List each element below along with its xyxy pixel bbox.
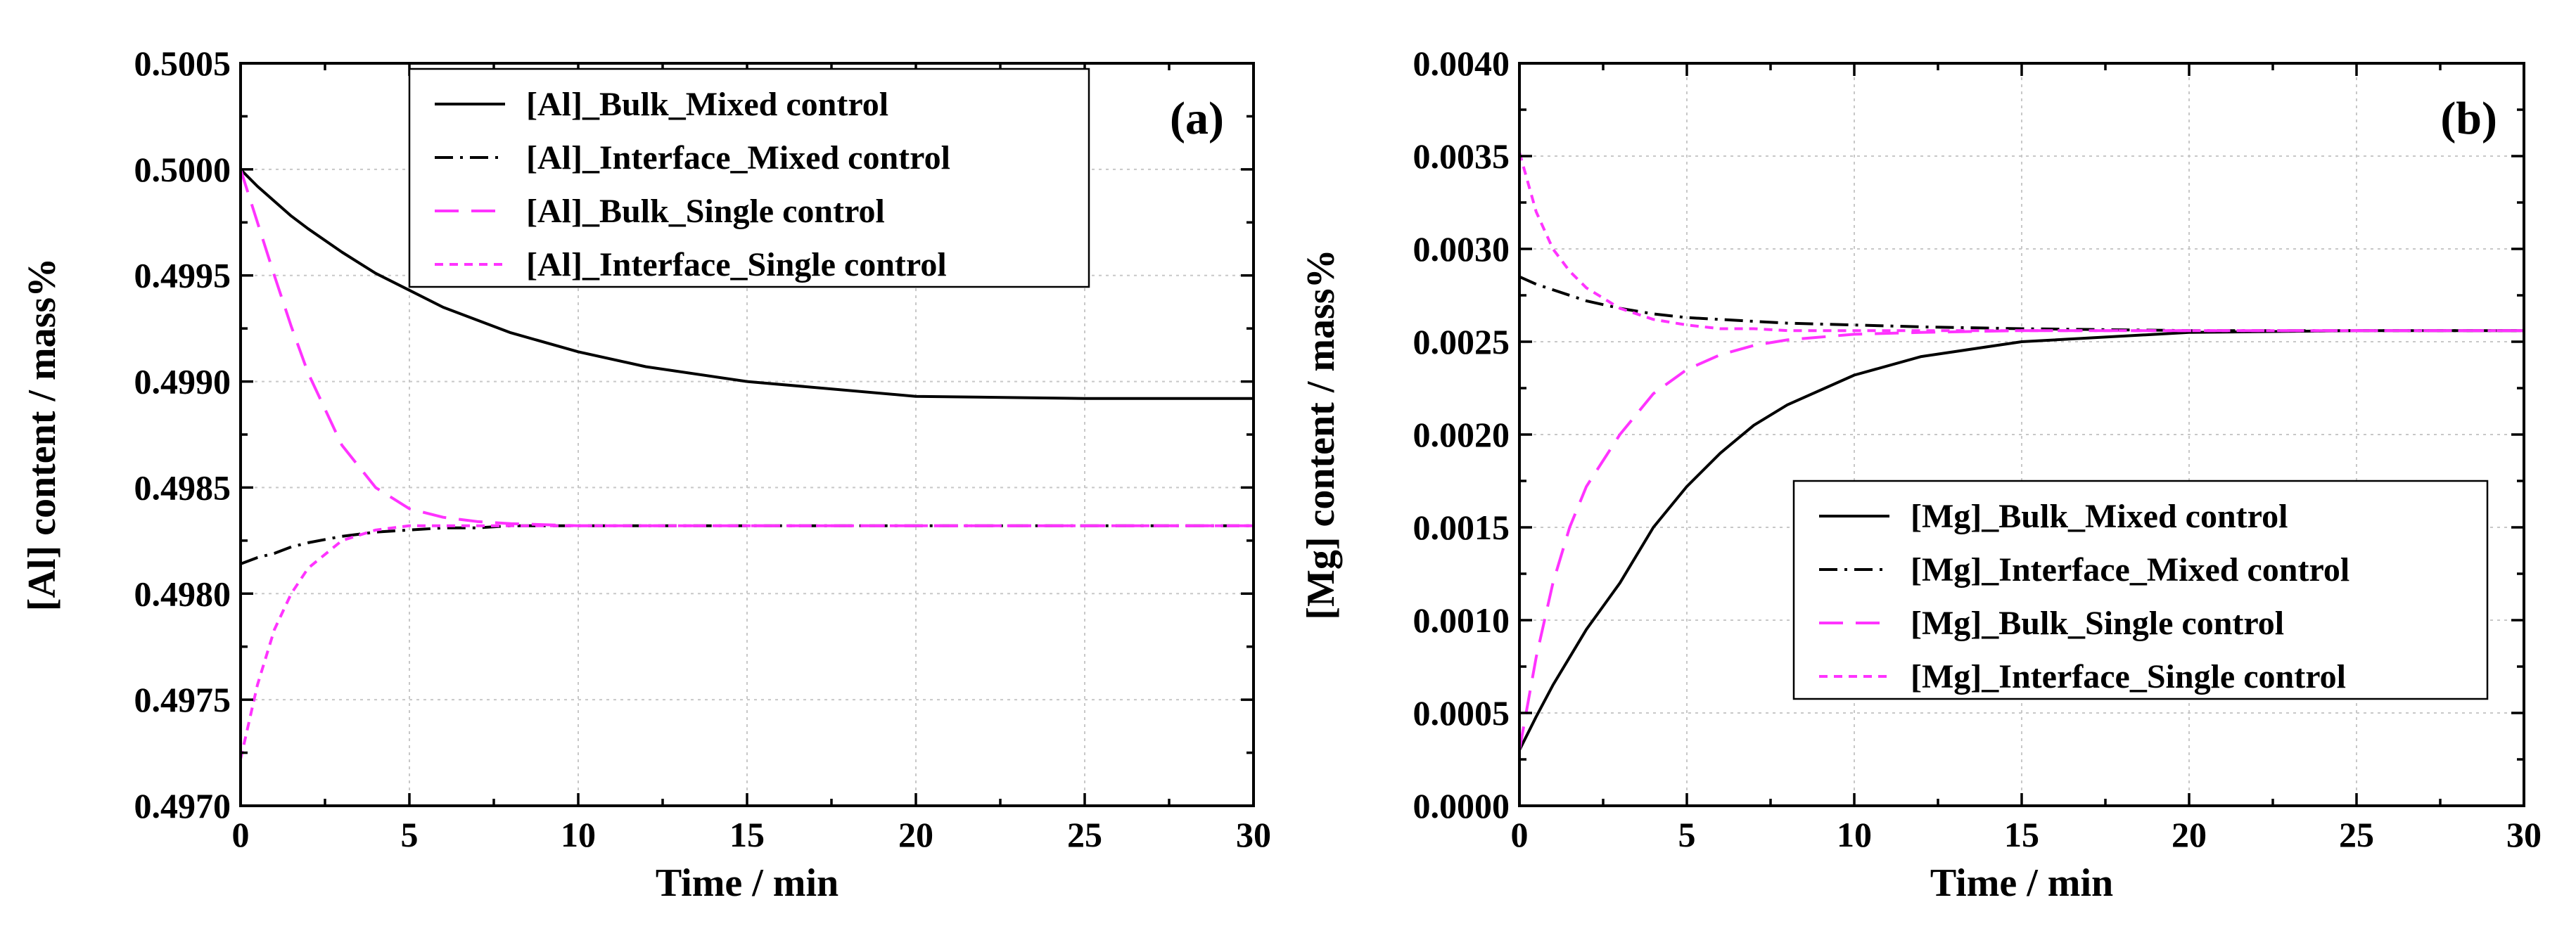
y-tick-label: 0.0030 bbox=[1413, 229, 1510, 269]
y-tick-label: 0.5005 bbox=[134, 44, 231, 83]
x-tick-label: 25 bbox=[2339, 815, 2374, 854]
series-group bbox=[1519, 152, 2524, 751]
y-tick-label: 0.0015 bbox=[1413, 508, 1510, 547]
legend-box bbox=[1792, 480, 2489, 700]
series-line-4 bbox=[1519, 152, 2524, 333]
x-axis-title: Time / min bbox=[656, 861, 839, 905]
y-tick-label: 0.0040 bbox=[1413, 44, 1510, 83]
legend-label: [Mg]_Bulk_Mixed control bbox=[1911, 498, 2288, 535]
x-axis-title: Time / min bbox=[1930, 861, 2113, 905]
x-tick-label: 30 bbox=[2506, 815, 2542, 854]
x-tick-label: 20 bbox=[2172, 815, 2207, 854]
legend-label: [Mg]_Bulk_Single control bbox=[1911, 605, 2284, 642]
y-tick-label: 0.4980 bbox=[134, 574, 231, 613]
legend: [Mg]_Bulk_Mixed control [Mg]_Interface_Mi… bbox=[1792, 480, 2489, 700]
y-tick-label: 0.4985 bbox=[134, 468, 231, 507]
y-tick-label: 0.0025 bbox=[1413, 322, 1510, 361]
legend-label: [Al]_Bulk_Single control bbox=[526, 193, 885, 230]
legend-label: [Mg]_Interface_Mixed control bbox=[1911, 551, 2349, 589]
panel-label: (a) bbox=[1170, 93, 1224, 144]
legend: [Al]_Bulk_Mixed control [Al]_Interface_Mi… bbox=[408, 68, 1090, 288]
y-tick-label: 0.4975 bbox=[134, 680, 231, 719]
x-tick-label: 15 bbox=[2004, 815, 2039, 854]
legend-label: [Al]_Interface_Single control bbox=[526, 246, 947, 283]
legend-box bbox=[408, 68, 1090, 288]
y-tick-label: 0.4990 bbox=[134, 362, 231, 401]
x-tick-label: 0 bbox=[232, 815, 250, 854]
x-tick-label: 5 bbox=[1678, 815, 1696, 854]
legend-label: [Al]_Interface_Mixed control bbox=[526, 139, 950, 176]
chart-panel-b: 0 5 10 15 20 25 30 0.0000 0.0005 0.0010 0.0015 0.00… bbox=[1299, 44, 2542, 905]
series-line-1 bbox=[241, 168, 1254, 400]
y-tick-label: 0.5000 bbox=[134, 150, 231, 189]
legend-label: [Mg]_Interface_Single control bbox=[1911, 658, 2346, 695]
y-tick-label: 0.0000 bbox=[1413, 786, 1510, 825]
x-tick-label: 25 bbox=[1067, 815, 1102, 854]
x-tick-label: 20 bbox=[898, 815, 933, 854]
x-tick-label: 10 bbox=[1837, 815, 1872, 854]
series-line-1 bbox=[1519, 329, 2524, 751]
legend-label: [Al]_Bulk_Mixed control bbox=[526, 86, 888, 123]
x-tick-label: 15 bbox=[729, 815, 765, 854]
y-axis-title: [Mg] content / mass% bbox=[1299, 249, 1343, 619]
chart-panel-a: 0 5 10 15 20 25 30 0.4970 0.4975 0.4980 0.4985 0.49… bbox=[20, 44, 1271, 905]
y-tick-label: 0.0005 bbox=[1413, 693, 1510, 733]
series-line-4 bbox=[241, 524, 1254, 760]
y-tick-label: 0.0020 bbox=[1413, 415, 1510, 454]
panel-label: (b) bbox=[2440, 93, 2497, 144]
y-tick-label: 0.0010 bbox=[1413, 600, 1510, 640]
y-tick-label: 0.4995 bbox=[134, 256, 231, 295]
x-tick-label: 5 bbox=[401, 815, 419, 854]
y-axis-title: [Al] content / mass% bbox=[20, 258, 64, 611]
x-tick-label: 10 bbox=[561, 815, 596, 854]
series-group bbox=[241, 168, 1254, 760]
y-tick-label: 0.0035 bbox=[1413, 136, 1510, 176]
x-tick-label: 0 bbox=[1511, 815, 1529, 854]
y-tick-label: 0.4970 bbox=[134, 786, 231, 825]
x-tick-label: 30 bbox=[1236, 815, 1271, 854]
